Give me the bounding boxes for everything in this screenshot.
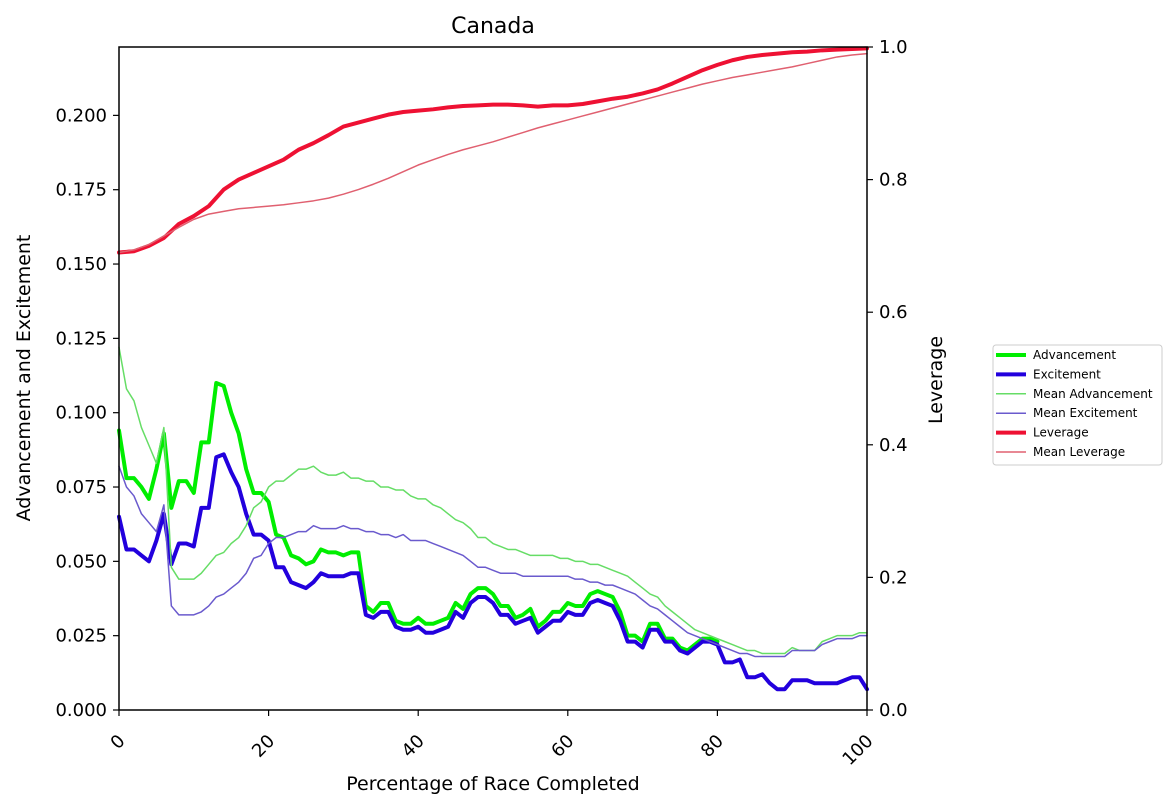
legend-label: Mean Leverage — [1033, 445, 1125, 459]
y-tick-label: 0.050 — [55, 551, 107, 572]
y2-tick-label: 0.4 — [879, 435, 908, 456]
y2-axis-label: Leverage — [925, 336, 947, 424]
legend-box — [992, 344, 1163, 466]
legend-label: Excitement — [1033, 367, 1101, 381]
legend-label: Mean Advancement — [1033, 387, 1153, 401]
x-tick-label: 20 — [248, 731, 279, 762]
series-line-1 — [117, 452, 869, 692]
series-line-4 — [117, 46, 869, 255]
legend-label: Mean Excitement — [1033, 406, 1138, 420]
y2-tick-label: 0.8 — [879, 170, 908, 191]
x-axis-label: Percentage of Race Completed — [346, 773, 640, 795]
x-tick-label: 80 — [697, 731, 728, 762]
y2-tick-label: 0.6 — [879, 302, 908, 323]
x-tick-label: 100 — [838, 731, 877, 770]
legend-label: Advancement — [1033, 348, 1116, 362]
x-tick-label: 60 — [547, 731, 578, 762]
y2-tick-label: 1.0 — [879, 37, 908, 58]
y-tick-label: 0.150 — [55, 254, 107, 275]
y-tick-label: 0.075 — [55, 477, 107, 498]
legend: Advancement Excitement Mean Advancement Mea… — [992, 344, 1163, 466]
y-tick-label: 0.125 — [55, 328, 107, 349]
x-axis: 0 20 40 60 80 100 — [107, 710, 878, 770]
y-tick-label: 0.000 — [55, 700, 107, 721]
series-line-3 — [118, 465, 868, 658]
x-tick-label: 0 — [107, 731, 130, 754]
y-tick-label: 0.200 — [55, 105, 107, 126]
plot-lines — [117, 46, 869, 692]
series-line-5 — [118, 52, 868, 254]
plot-frame — [118, 46, 868, 711]
y-axis-left: 0.000 0.025 0.050 0.075 0.100 0.125 0.150 0.175… — [55, 105, 119, 721]
y-axis-right: 0.0 0.2 0.4 0.6 0.8 1.0 — [867, 37, 908, 721]
y2-tick-label: 0.2 — [879, 567, 908, 588]
y-tick-label: 0.100 — [55, 403, 107, 424]
y-tick-label: 0.025 — [55, 626, 107, 647]
series-line-2 — [118, 346, 868, 655]
y-axis-label: Advancement and Excitement — [13, 235, 35, 522]
x-tick-label: 40 — [398, 731, 429, 762]
legend-label: Leverage — [1033, 426, 1089, 440]
y-tick-label: 0.175 — [55, 180, 107, 201]
y2-tick-label: 0.0 — [879, 700, 908, 721]
series-line-0 — [117, 380, 720, 653]
chart-title: Canada — [451, 14, 535, 39]
